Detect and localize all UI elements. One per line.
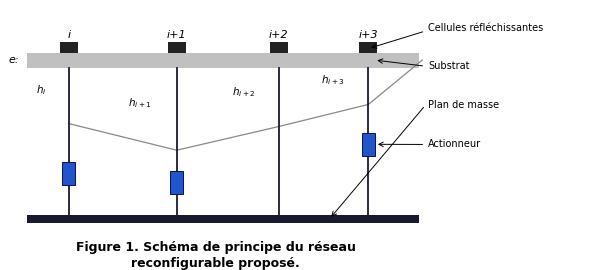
Text: $h_{i+3}$: $h_{i+3}$ — [321, 74, 344, 87]
Text: Substrat: Substrat — [428, 61, 470, 71]
Bar — [60, 42, 78, 53]
Text: Plan de masse: Plan de masse — [428, 100, 500, 110]
Text: Actionneur: Actionneur — [428, 139, 482, 150]
Text: i+3: i+3 — [359, 30, 378, 40]
Bar — [359, 42, 377, 53]
Text: Figure 1. Schéma de principe du réseau: Figure 1. Schéma de principe du réseau — [75, 241, 356, 254]
Text: $h_{i+2}$: $h_{i+2}$ — [232, 85, 256, 99]
Text: i+1: i+1 — [167, 30, 186, 40]
Bar — [170, 171, 183, 194]
Text: $h_i$: $h_i$ — [35, 83, 46, 97]
Bar — [62, 162, 75, 185]
Text: reconfigurable proposé.: reconfigurable proposé. — [131, 257, 300, 270]
Text: i+2: i+2 — [269, 30, 288, 40]
Text: e:: e: — [8, 55, 19, 65]
Bar — [27, 215, 419, 223]
Bar — [270, 42, 288, 53]
Bar — [362, 133, 375, 156]
Text: i: i — [67, 30, 71, 40]
Text: $h_{i+1}$: $h_{i+1}$ — [128, 97, 152, 110]
Bar — [168, 42, 186, 53]
Bar — [27, 53, 419, 68]
Text: Cellules réfléchissantes: Cellules réfléchissantes — [428, 23, 543, 33]
